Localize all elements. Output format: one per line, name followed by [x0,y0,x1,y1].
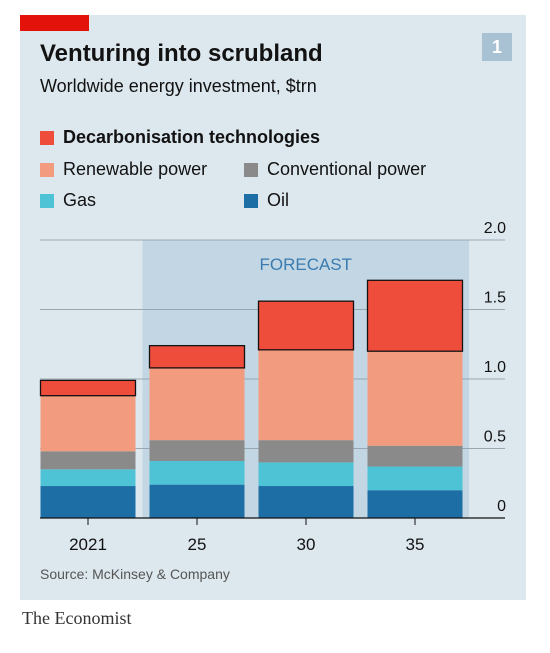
bar-segment [367,351,463,446]
bar-segment [366,279,464,352]
bar-segment [40,395,136,452]
bar-segment [149,484,245,518]
y-tick-label: 1.5 [484,290,506,307]
legend-item-oil: Oil [244,190,289,211]
x-tick-label: 30 [297,535,316,554]
legend-label: Decarbonisation technologies [63,127,321,147]
y-tick-label: 1.0 [484,359,506,376]
y-tick-label: 0.5 [484,429,506,446]
legend-label: Oil [267,190,289,210]
x-tick-label: 35 [406,535,425,554]
bar-segment [367,490,463,518]
bar-segment [367,466,463,491]
chart-title: Venturing into scrubland [40,40,323,67]
chart-subtitle: Worldwide energy investment, $trn [40,76,317,96]
bar-segment [258,462,354,487]
legend-swatch [40,162,54,177]
bar-segment [40,486,136,518]
legend-swatch [40,130,54,145]
y-tick-label: 0 [497,498,506,515]
bar-segment [40,469,136,487]
bar-segment [258,440,354,463]
legend-label: Conventional power [267,159,427,179]
legend-item-conventional: Conventional power [244,159,426,180]
legend-swatch [244,193,258,208]
x-tick-label: 2021 [69,535,107,554]
forecast-label: FORECAST [259,255,352,274]
bar-segment [258,349,354,441]
legend-label: Renewable power [63,159,208,179]
bar-segment [39,379,137,397]
legend-swatch [40,193,54,208]
legend-item-decarbonisation: Decarbonisation technologies [40,127,320,148]
y-tick-label: 2.0 [484,220,506,237]
legend-item-gas: Gas [40,190,96,211]
x-tick-label: 25 [188,535,207,554]
bar-segment [148,344,246,369]
publisher-brand: The Economist [22,608,132,628]
legend-item-renewable: Renewable power [40,159,207,180]
bar-segment [367,445,463,467]
bar-segment [149,367,245,441]
bar-segment [149,461,245,485]
chart-number-badge: 1 [482,33,512,61]
legend-label: Gas [63,190,97,210]
bar-segment [40,451,136,470]
bar-segment [258,486,354,518]
brand-red-tab [20,15,89,31]
bar-segment [149,440,245,462]
legend-swatch [244,162,258,177]
source-note: Source: McKinsey & Company [40,566,230,582]
bar-segment [257,300,355,351]
